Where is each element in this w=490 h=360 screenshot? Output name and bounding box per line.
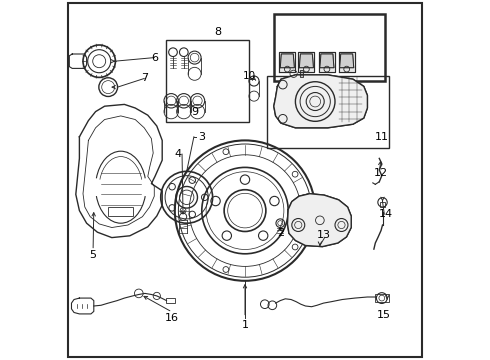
Bar [374,294,389,302]
Polygon shape [339,52,355,72]
Text: 13: 13 [317,230,331,240]
Text: 15: 15 [377,310,391,320]
Polygon shape [319,52,335,72]
Polygon shape [299,54,314,68]
Bar [166,40,248,122]
Bar [166,298,175,303]
Polygon shape [288,194,351,247]
Text: 2: 2 [277,228,284,238]
Bar [108,207,133,216]
Polygon shape [320,54,334,68]
Text: 16: 16 [165,312,179,323]
Polygon shape [274,75,368,128]
Text: 11: 11 [375,132,389,142]
Text: 6: 6 [151,53,158,63]
Text: 5: 5 [90,250,97,260]
Bar [267,76,389,148]
Text: 7: 7 [141,73,148,84]
Bar [300,70,303,77]
Text: 14: 14 [379,209,393,219]
Bar [380,202,386,207]
Text: 12: 12 [374,168,388,178]
Text: 8: 8 [215,27,221,37]
Text: 1: 1 [242,320,248,330]
Text: 10: 10 [243,71,256,81]
Bar [274,14,386,81]
Polygon shape [340,54,354,68]
Polygon shape [279,52,295,72]
Text: 9: 9 [191,107,198,117]
Polygon shape [280,54,294,68]
Polygon shape [298,52,315,72]
Text: 3: 3 [198,132,205,142]
Text: 4: 4 [175,149,182,159]
